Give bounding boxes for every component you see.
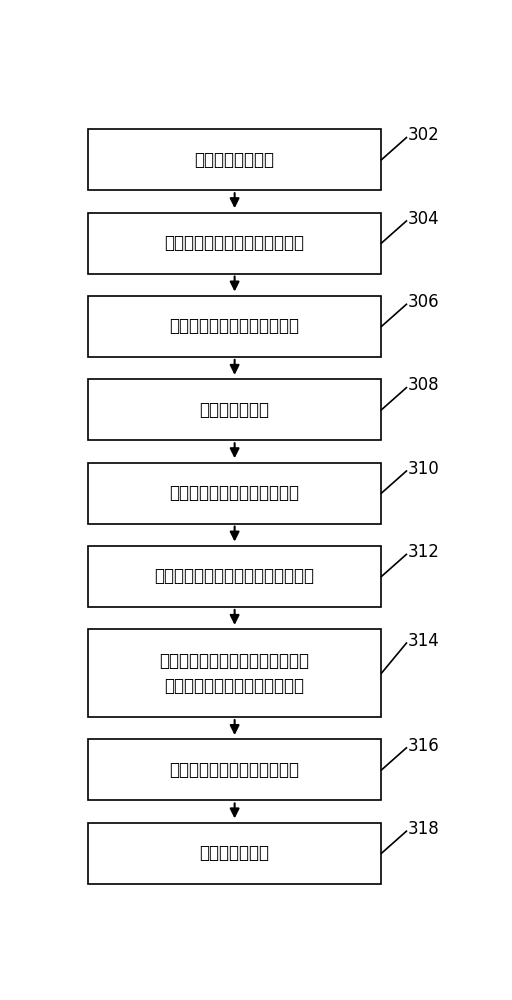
Bar [88, 546, 381, 607]
Text: 306: 306 [407, 293, 439, 311]
Text: 302: 302 [407, 126, 439, 144]
Text: 将第一控制信号提供给成像系统: 将第一控制信号提供给成像系统 [165, 234, 305, 252]
Text: 314: 314 [407, 632, 439, 650]
Text: 将第二控制信号提供给成像系统以
将第一帧速率调整为第二帧速率: 将第二控制信号提供给成像系统以 将第一帧速率调整为第二帧速率 [160, 652, 310, 695]
Bar [88, 213, 381, 274]
Bar [88, 629, 381, 717]
Text: 显示第一组图像: 显示第一组图像 [200, 401, 270, 419]
Text: 304: 304 [407, 210, 439, 228]
Bar [88, 739, 381, 800]
Text: 基于至少一个参数生成第二控制信号: 基于至少一个参数生成第二控制信号 [155, 567, 314, 585]
Text: 显示第二组图像: 显示第二组图像 [200, 844, 270, 862]
Text: 确定导管程序的至少一个参数: 确定导管程序的至少一个参数 [169, 484, 300, 502]
Text: 生成第一控制信号: 生成第一控制信号 [195, 151, 274, 169]
Text: 318: 318 [407, 820, 439, 838]
Bar [88, 823, 381, 884]
Bar [88, 296, 381, 357]
Text: 310: 310 [407, 460, 439, 478]
Bar [88, 463, 381, 524]
Bar [88, 129, 381, 190]
Text: 以第一帧速率获得第一组图像: 以第一帧速率获得第一组图像 [169, 317, 300, 335]
Text: 312: 312 [407, 543, 439, 561]
Text: 308: 308 [407, 376, 439, 394]
Bar [88, 379, 381, 440]
Text: 316: 316 [407, 737, 439, 755]
Text: 以第二帧速率获得第二组图像: 以第二帧速率获得第二组图像 [169, 761, 300, 779]
